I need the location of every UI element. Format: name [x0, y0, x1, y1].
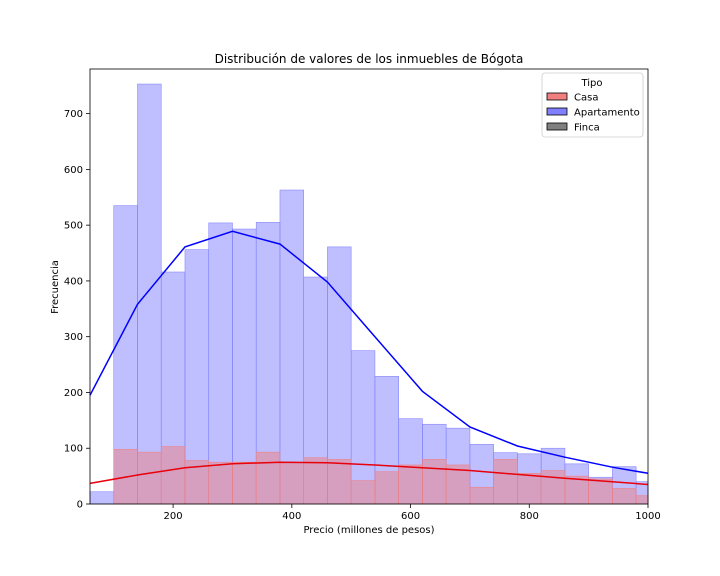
legend-label-finca: Finca: [574, 123, 600, 134]
x-tick-label: 200: [164, 511, 183, 522]
legend-entries: Casa Apartamento Finca: [546, 92, 640, 134]
bar-casa: [303, 457, 328, 505]
legend-label-apartamento: Apartamento: [574, 108, 640, 119]
bar-casa: [137, 451, 162, 505]
bar-casa: [160, 446, 186, 505]
legend-swatch-finca: [546, 122, 568, 131]
bar-casa: [279, 461, 305, 505]
bar-casa: [517, 473, 542, 505]
bar-casa: [422, 459, 447, 505]
bar-apartamento: [137, 83, 162, 505]
y-tick-label: 0: [77, 500, 83, 511]
kde-layer: [89, 230, 649, 486]
chart-title: Distribución de valores de los inmuebles…: [215, 52, 524, 66]
y-tick-label: 200: [64, 388, 83, 399]
bars-layer: [89, 83, 649, 505]
bar-casa: [398, 464, 423, 505]
y-tick-label: 400: [64, 276, 83, 287]
legend-swatch-apartamento: [546, 107, 568, 116]
bar-casa: [327, 459, 352, 505]
x-tick-label: 1000: [635, 511, 660, 522]
y-tick-label: 600: [64, 165, 83, 176]
bar-casa: [350, 480, 376, 505]
bar-casa: [255, 451, 281, 505]
bar-casa: [493, 459, 518, 505]
x-axis: 200 400 600 800 1000: [164, 504, 661, 522]
legend-label-casa: Casa: [574, 93, 598, 104]
bar-casa: [612, 488, 637, 505]
x-tick-label: 400: [282, 511, 301, 522]
y-tick-label: 300: [64, 332, 83, 343]
plot-frame: [89, 68, 649, 505]
bar-apartamento: [89, 491, 115, 505]
bar-apartamento: [208, 222, 233, 505]
x-tick-label: 600: [401, 511, 420, 522]
x-axis-label: Precio (millones de pesos): [303, 525, 434, 536]
kde-line-casa: [89, 461, 649, 486]
bar-casa: [540, 470, 566, 505]
legend-swatch-casa: [546, 92, 568, 101]
legend-title: Tipo: [580, 78, 602, 89]
y-axis-label: Frecuencia: [50, 260, 61, 314]
bar-casa: [232, 461, 257, 505]
legend-box: [541, 72, 644, 138]
x-tick-label: 800: [520, 511, 539, 522]
bar-casa: [469, 486, 494, 505]
y-axis: 0 100 200 300 400 500 600 700: [64, 109, 90, 511]
bar-casa: [374, 471, 399, 505]
legend: Tipo Casa Apartamento Finca: [541, 72, 644, 138]
y-tick-label: 500: [64, 221, 83, 232]
kde-line-apartamento: [89, 230, 649, 475]
y-tick-label: 700: [64, 109, 83, 120]
y-tick-label: 100: [64, 444, 83, 455]
bar-apartamento: [279, 189, 305, 505]
bar-casa: [208, 461, 233, 505]
bar-casa: [635, 495, 649, 505]
bar-casa: [588, 478, 613, 505]
